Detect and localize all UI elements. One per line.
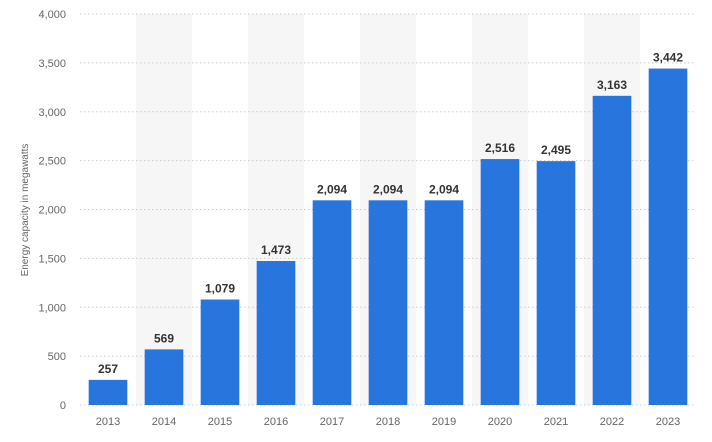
data-label-2016: 1,473 [261, 243, 291, 257]
x-tick-label-2021: 2021 [544, 416, 568, 428]
data-label-2017: 2,094 [317, 182, 347, 196]
x-tick-label-2013: 2013 [96, 416, 120, 428]
data-label-2015: 1,079 [205, 282, 235, 296]
bar-2015[interactable] [200, 299, 240, 405]
x-tick-label-2019: 2019 [432, 416, 456, 428]
bar-2014[interactable] [144, 349, 184, 405]
bar-2021[interactable] [536, 161, 576, 405]
x-tick-label-2018: 2018 [376, 416, 400, 428]
x-tick-label-2023: 2023 [656, 416, 680, 428]
x-tick-label-2022: 2022 [600, 416, 624, 428]
data-label-2013: 257 [98, 362, 118, 376]
data-label-2019: 2,094 [429, 182, 459, 196]
bar-2019[interactable] [424, 200, 464, 405]
bar-2018[interactable] [368, 200, 408, 405]
x-tick-label-2016: 2016 [264, 416, 288, 428]
x-tick-label-2014: 2014 [152, 416, 176, 428]
data-labels: 257 569 1,079 1,473 2,094 2,094 2,094 2,516 2,49… [98, 51, 683, 376]
x-tick-label-2020: 2020 [488, 416, 512, 428]
y-tick-label: 0 [60, 400, 66, 412]
y-axis: 0 500 1,000 1,500 2,000 2,500 3,000 3,500 4,000 [38, 9, 66, 412]
y-axis-title: Energy capacity in megawatts [20, 144, 31, 277]
bar-2022[interactable] [592, 95, 632, 406]
y-tick-label: 2,000 [38, 205, 66, 217]
bar-2023[interactable] [648, 68, 688, 406]
bar-2016[interactable] [256, 261, 296, 405]
data-label-2020: 2,516 [485, 141, 515, 155]
y-tick-label: 500 [48, 351, 66, 363]
data-label-2023: 3,442 [653, 51, 683, 65]
bars [88, 68, 688, 406]
data-label-2021: 2,495 [541, 143, 571, 157]
y-tick-label: 4,000 [38, 9, 66, 21]
x-axis: 2013 2014 2015 2016 2017 2018 2019 2020 2021 2022… [96, 416, 680, 428]
bar-2017[interactable] [312, 200, 352, 405]
x-tick-label-2017: 2017 [320, 416, 344, 428]
data-label-2022: 3,163 [597, 78, 627, 92]
data-label-2014: 569 [154, 331, 174, 345]
bar-2020[interactable] [480, 159, 520, 405]
y-tick-label: 3,500 [38, 58, 66, 70]
bar-2013[interactable] [88, 379, 128, 405]
y-tick-label: 2,500 [38, 156, 66, 168]
y-tick-label: 1,500 [38, 253, 66, 265]
x-tick-label-2015: 2015 [208, 416, 232, 428]
y-tick-label: 3,000 [38, 107, 66, 119]
y-tick-label: 1,000 [38, 302, 66, 314]
data-label-2018: 2,094 [373, 182, 403, 196]
